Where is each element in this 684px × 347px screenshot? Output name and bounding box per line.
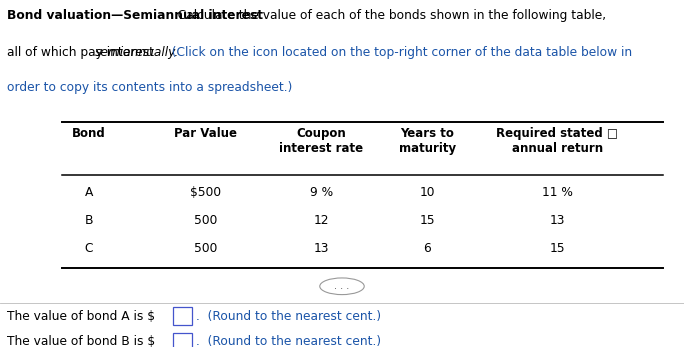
Text: . . .: . . . (334, 281, 350, 291)
Text: Coupon
interest rate: Coupon interest rate (280, 127, 363, 155)
Text: Bond: Bond (72, 127, 106, 139)
Text: all of which pay interest: all of which pay interest (7, 46, 158, 59)
Text: 15: 15 (420, 214, 435, 227)
Text: Par Value: Par Value (174, 127, 237, 139)
Text: B: B (85, 214, 93, 227)
Text: $500: $500 (189, 186, 221, 199)
Text: 13: 13 (550, 214, 565, 227)
Text: (Click on the icon located on the top-right corner of the data table below in: (Click on the icon located on the top-ri… (164, 46, 632, 59)
Text: The value of bond B is $: The value of bond B is $ (7, 335, 155, 347)
Text: 12: 12 (314, 214, 329, 227)
Text: .  (Round to the nearest cent.): . (Round to the nearest cent.) (196, 310, 382, 323)
Text: Required stated □
annual return: Required stated □ annual return (497, 127, 618, 155)
Text: Bond valuation—Semiannual interest: Bond valuation—Semiannual interest (7, 9, 263, 22)
Text: 13: 13 (314, 242, 329, 255)
FancyBboxPatch shape (173, 333, 192, 347)
FancyBboxPatch shape (173, 307, 192, 325)
Text: C: C (85, 242, 93, 255)
Text: 6: 6 (423, 242, 432, 255)
Text: The value of bond A is $: The value of bond A is $ (7, 310, 155, 323)
Text: order to copy its contents into a spreadsheet.): order to copy its contents into a spread… (7, 81, 292, 93)
Text: Calculate the value of each of the bonds shown in the following table,: Calculate the value of each of the bonds… (170, 9, 606, 22)
Text: A: A (85, 186, 93, 199)
Text: semiannually.: semiannually. (94, 46, 179, 59)
Text: 11 %: 11 % (542, 186, 573, 199)
Text: Years to
maturity: Years to maturity (399, 127, 456, 155)
Text: 500: 500 (194, 214, 217, 227)
Text: .  (Round to the nearest cent.): . (Round to the nearest cent.) (196, 335, 382, 347)
Text: 10: 10 (420, 186, 435, 199)
Text: 500: 500 (194, 242, 217, 255)
Text: 9 %: 9 % (310, 186, 333, 199)
Text: 15: 15 (550, 242, 565, 255)
